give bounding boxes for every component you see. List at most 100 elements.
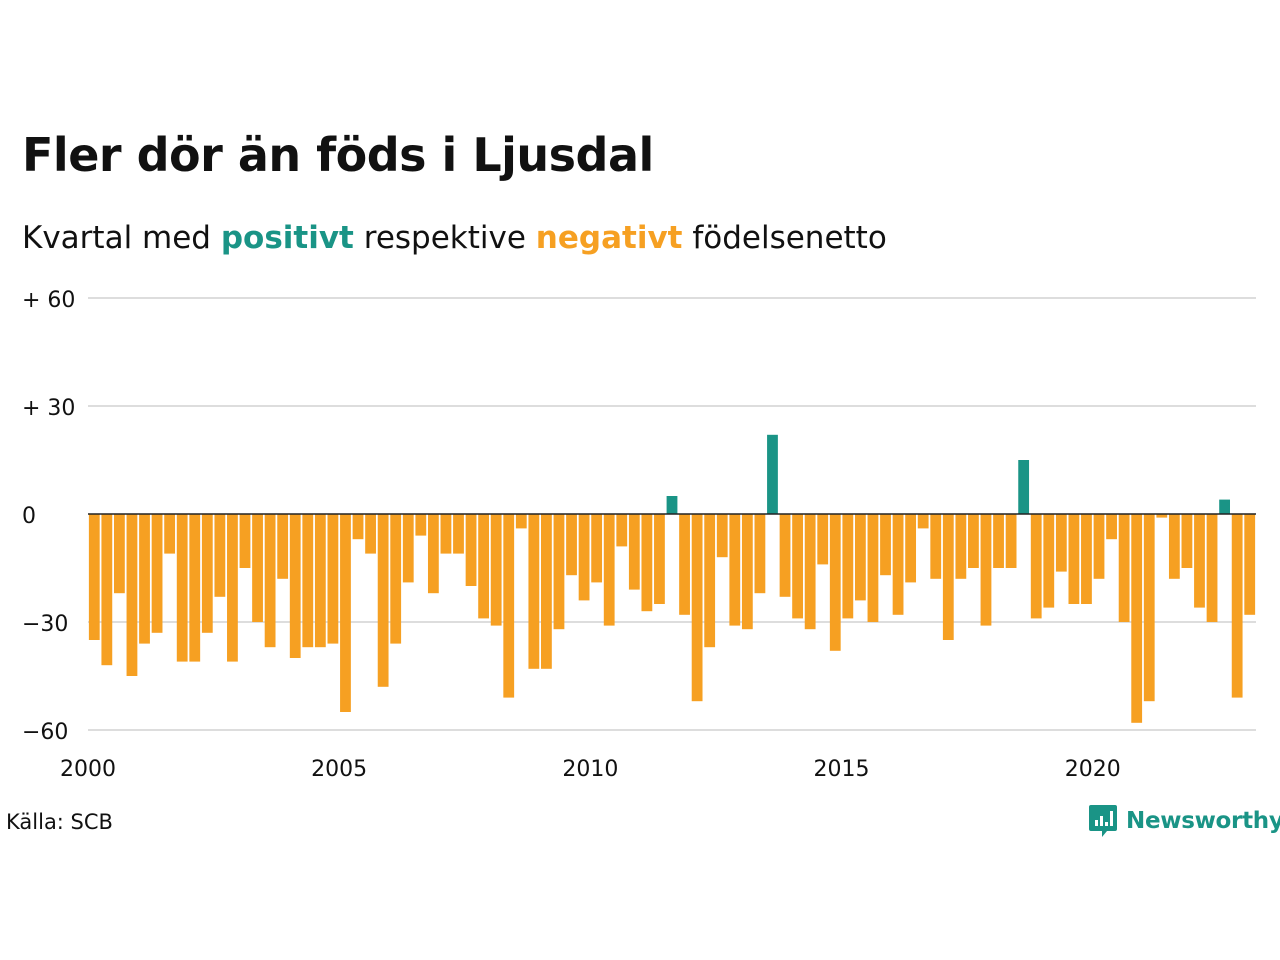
- bar-2016Q4: [930, 514, 942, 579]
- bar-2017Q4: [980, 514, 992, 626]
- bar-2015Q4: [880, 514, 891, 576]
- bar-2016Q2: [905, 514, 917, 583]
- x-tick-label: 2015: [814, 757, 870, 782]
- bar-2006Q3: [415, 514, 427, 536]
- bar-2017Q2: [955, 514, 967, 579]
- bar-2016Q3: [917, 514, 929, 529]
- bar-2021Q3: [1168, 514, 1180, 579]
- subtitle-negative-label: negativt: [535, 220, 683, 256]
- source-note: Källa: SCB: [6, 810, 113, 834]
- bar-2007Q4: [478, 514, 490, 619]
- chart-title: Fler dör än föds i Ljusdal: [22, 128, 654, 182]
- subtitle-positive-label: positivt: [220, 220, 354, 256]
- bar-2023Q1: [1244, 514, 1256, 615]
- bar-2020Q3: [1118, 514, 1130, 622]
- bar-2005Q1: [340, 514, 351, 712]
- bar-2000Q4: [126, 514, 138, 676]
- grid-lines: [88, 297, 1256, 731]
- bar-2014Q3: [817, 514, 829, 565]
- bar-2011Q3: [666, 496, 678, 514]
- chart-subtitle: Kvartal med positivt respektive negativt…: [22, 220, 887, 257]
- bar-2014Q4: [829, 514, 841, 651]
- bar-2003Q3: [264, 514, 276, 648]
- bar-2001Q1: [139, 514, 150, 644]
- brand-logo: Newsworthy: [1088, 803, 1280, 839]
- bar-2011Q2: [654, 514, 665, 604]
- bar-2020Q2: [1106, 514, 1117, 540]
- subtitle-suffix: födelsenetto: [692, 220, 887, 256]
- bar-2019Q1: [1043, 514, 1055, 608]
- bar-2008Q4: [528, 514, 540, 669]
- bar-2012Q4: [729, 514, 741, 626]
- bar-2008Q3: [515, 514, 527, 529]
- bar-2013Q2: [754, 514, 766, 594]
- newsworthy-logo-icon: [1089, 805, 1117, 837]
- bar-2015Q3: [867, 514, 879, 622]
- bar-2004Q1: [289, 514, 301, 658]
- bar-2021Q1: [1143, 514, 1155, 702]
- bar-2022Q3: [1219, 499, 1231, 514]
- y-tick-label: −60: [22, 720, 68, 745]
- bar-2000Q2: [101, 514, 113, 666]
- bar-2010Q2: [603, 514, 615, 626]
- bar-2022Q4: [1231, 514, 1243, 698]
- bar-2004Q4: [327, 514, 339, 644]
- bar-2009Q1: [541, 514, 552, 669]
- bar-2005Q3: [365, 514, 376, 554]
- bar-2010Q1: [591, 514, 603, 583]
- bar-2015Q1: [842, 514, 854, 619]
- axes: + 60 + 30 0 −30 −60 2000 2005 2010 2015 2020: [22, 288, 1256, 782]
- bar-2010Q3: [616, 514, 628, 547]
- bar-2003Q1: [239, 514, 251, 568]
- bar-2016Q1: [892, 514, 904, 615]
- bar-2003Q2: [252, 514, 263, 622]
- bar-2006Q1: [390, 514, 402, 644]
- bar-2021Q4: [1181, 514, 1193, 568]
- bar-2012Q3: [716, 514, 728, 558]
- bar-2009Q4: [578, 514, 590, 601]
- bar-2004Q3: [314, 514, 326, 648]
- bar-2017Q3: [968, 514, 979, 568]
- y-tick-label: 0: [22, 504, 36, 529]
- bar-2013Q3: [767, 434, 778, 514]
- bar-2022Q2: [1206, 514, 1218, 622]
- bar-2007Q1: [440, 514, 452, 554]
- x-tick-label: 2000: [60, 757, 116, 782]
- bar-2001Q4: [176, 514, 188, 662]
- brand-name: Newsworthy: [1126, 808, 1280, 834]
- bar-2006Q4: [427, 514, 439, 594]
- bar-2014Q1: [792, 514, 803, 619]
- bar-2019Q2: [1055, 514, 1067, 572]
- bar-2019Q3: [1068, 514, 1080, 604]
- x-tick-label: 2010: [562, 757, 618, 782]
- bar-2014Q2: [804, 514, 816, 630]
- bar-2011Q4: [679, 514, 690, 615]
- bar-2012Q1: [691, 514, 703, 702]
- bar-2009Q2: [553, 514, 565, 630]
- bar-2002Q1: [189, 514, 201, 662]
- bar-2000Q1: [88, 514, 100, 640]
- bar-2001Q3: [164, 514, 176, 554]
- bar-2018Q2: [1005, 514, 1017, 568]
- bar-2020Q1: [1093, 514, 1105, 579]
- bar-2022Q1: [1194, 514, 1205, 608]
- y-tick-label: −30: [22, 612, 68, 637]
- bar-2003Q4: [277, 514, 289, 579]
- bar-2013Q4: [779, 514, 791, 597]
- bar-2019Q4: [1081, 514, 1092, 604]
- bar-2002Q3: [214, 514, 226, 597]
- x-tick-label: 2005: [311, 757, 367, 782]
- bar-2021Q2: [1156, 514, 1168, 518]
- bar-2009Q3: [566, 514, 577, 576]
- bar-2012Q2: [704, 514, 716, 648]
- bars: [88, 434, 1256, 723]
- bar-2020Q4: [1131, 514, 1143, 723]
- bar-2000Q3: [113, 514, 125, 594]
- bar-2002Q4: [227, 514, 238, 662]
- bar-2007Q3: [465, 514, 477, 586]
- bar-2005Q2: [352, 514, 364, 540]
- y-tick-label: + 30: [22, 396, 75, 421]
- bar-2017Q1: [942, 514, 954, 640]
- bar-2015Q2: [854, 514, 866, 601]
